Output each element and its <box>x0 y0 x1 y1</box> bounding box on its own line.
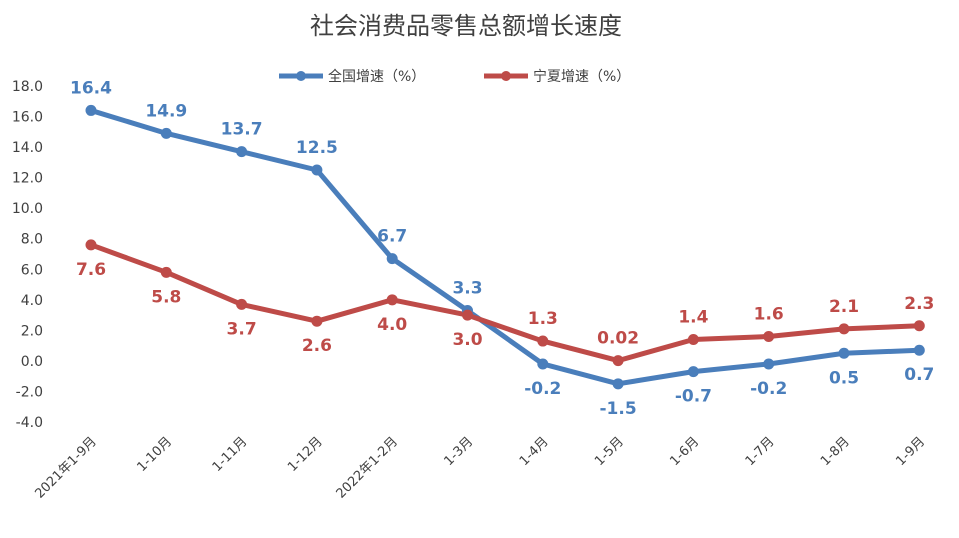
y-tick-label: 10.0 <box>12 201 43 217</box>
y-tick-label: 16.0 <box>12 110 43 126</box>
data-label-0: -0.2 <box>750 379 787 399</box>
x-tick-label: 1-5月 <box>592 434 627 469</box>
x-axis: 2021年1-9月 1-10月 1-11月 1-12月 2022年1-2月 1-3月 1-4… <box>32 434 928 501</box>
x-tick-label: 2022年1-2月 <box>334 434 401 501</box>
chart-title: 社会消费品零售总额增长速度 <box>310 12 622 40</box>
data-label-1: 7.6 <box>76 260 106 280</box>
legend: 全国增速（%） 宁夏增速（%） <box>279 68 630 85</box>
data-label-0: 3.3 <box>452 279 482 299</box>
y-tick-label: 8.0 <box>21 232 43 248</box>
data-label-0: 0.7 <box>904 365 934 385</box>
series-point-0 <box>687 366 699 378</box>
series-point-0 <box>85 104 97 116</box>
y-tick-label: -4.0 <box>16 415 43 431</box>
data-label-0: 14.9 <box>145 101 187 121</box>
y-tick-label: -2.0 <box>16 384 43 400</box>
data-label-0: 0.5 <box>829 368 859 388</box>
y-tick-label: 4.0 <box>21 293 43 309</box>
series-point-0 <box>537 358 549 370</box>
series-point-1 <box>537 335 549 347</box>
series-point-1 <box>462 309 473 321</box>
y-tick-label: 6.0 <box>21 262 43 278</box>
series-line-1 <box>88 242 922 364</box>
series-point-0 <box>763 358 775 370</box>
legend-label-national: 全国增速（%） <box>328 68 425 85</box>
series-point-0 <box>612 378 624 390</box>
x-tick-label: 1-12月 <box>285 434 326 475</box>
x-tick-label: 1-4月 <box>517 434 552 469</box>
data-label-1: 4.0 <box>377 315 407 335</box>
data-label-1: 2.3 <box>904 294 934 314</box>
series-point-0 <box>236 146 248 158</box>
series-point-1 <box>85 239 97 251</box>
series-point-1 <box>687 334 699 346</box>
y-tick-label: 14.0 <box>12 140 43 156</box>
y-tick-label: 18.0 <box>12 79 43 95</box>
data-label-0: 16.4 <box>70 78 112 98</box>
series-point-1 <box>160 266 172 278</box>
data-label-1: 0.02 <box>597 329 639 349</box>
x-tick-label: 1-3月 <box>442 434 477 469</box>
x-tick-label: 1-11月 <box>210 434 251 475</box>
series-point-1 <box>311 315 323 327</box>
x-tick-label: 1-6月 <box>667 434 702 469</box>
data-label-0: -1.5 <box>600 399 637 419</box>
series-point-1 <box>763 330 775 342</box>
series-layer <box>85 104 925 390</box>
data-label-1: 1.6 <box>754 304 784 324</box>
series-point-1 <box>838 323 850 335</box>
data-label-1: 2.6 <box>302 336 332 356</box>
y-axis: 18.0 16.0 14.0 12.0 10.0 8.0 6.0 4.0 2.0 0.0 -2.0 -… <box>12 79 43 431</box>
data-label-0: -0.7 <box>675 387 712 407</box>
series-point-0 <box>913 344 925 356</box>
series-point-0 <box>838 347 850 359</box>
data-label-1: 1.3 <box>528 309 558 329</box>
series-point-0 <box>386 253 398 265</box>
legend-label-ningxia: 宁夏增速（%） <box>533 68 630 85</box>
data-label-1: 1.4 <box>678 308 708 328</box>
data-labels: 16.4 14.9 13.7 12.5 6.7 3.3 -0.2 -1.5 -0.7 -0.2 0.… <box>70 78 934 418</box>
data-label-1: 2.1 <box>829 297 859 317</box>
y-tick-label: 2.0 <box>21 323 43 339</box>
series-point-1 <box>913 320 925 332</box>
series-point-1 <box>386 294 398 306</box>
series-point-0 <box>160 127 172 139</box>
legend-item-ningxia: 宁夏增速（%） <box>484 68 630 85</box>
series-point-1 <box>236 298 248 310</box>
series-line-0 <box>88 107 922 387</box>
x-tick-label: 1-10月 <box>134 434 175 475</box>
y-tick-label: 0.0 <box>21 354 43 370</box>
x-tick-label: 1-7月 <box>743 434 778 469</box>
series-point-1 <box>612 355 624 367</box>
data-label-1: 3.7 <box>227 319 257 339</box>
data-label-0: 6.7 <box>377 227 407 247</box>
legend-item-national: 全国增速（%） <box>279 68 425 85</box>
data-label-0: 12.5 <box>296 138 338 158</box>
y-tick-label: 12.0 <box>12 171 43 187</box>
data-label-0: -0.2 <box>524 379 561 399</box>
series-point-0 <box>311 164 323 176</box>
data-label-0: 13.7 <box>221 120 263 140</box>
x-tick-label: 1-8月 <box>818 434 853 469</box>
data-label-1: 5.8 <box>151 287 181 307</box>
data-label-1: 3.0 <box>452 330 482 350</box>
x-tick-label: 1-9月 <box>893 434 928 469</box>
x-tick-label: 2021年1-9月 <box>32 434 99 501</box>
